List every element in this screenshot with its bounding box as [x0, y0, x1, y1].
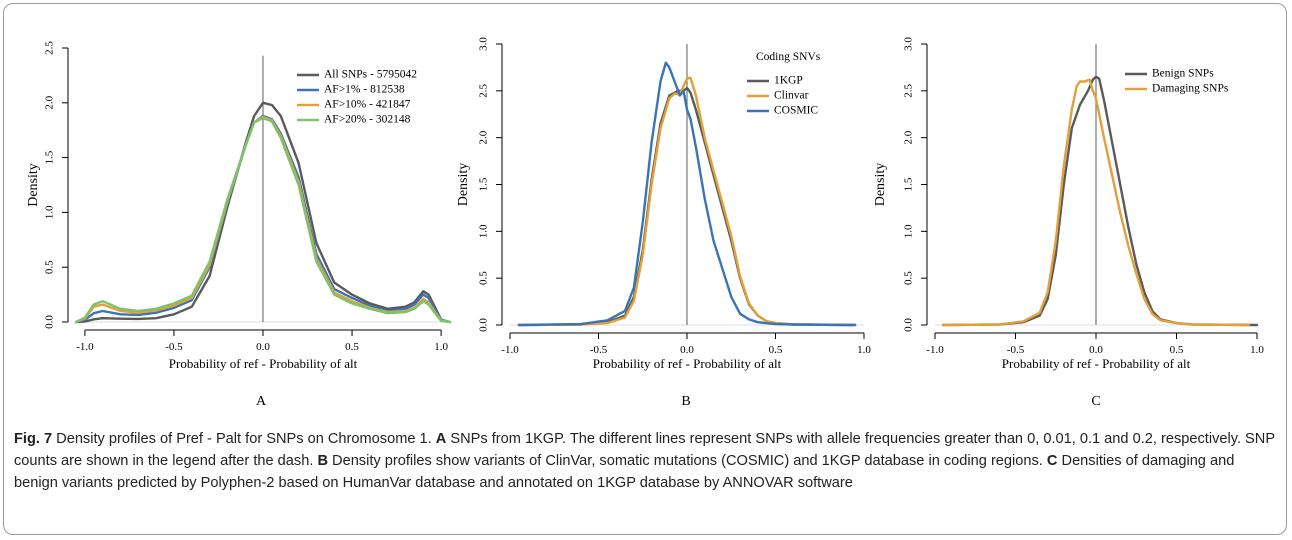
legend-label: All SNPs - 5795042	[324, 69, 417, 81]
chart-panel-c: 0.0 0.5 1.0 1.5 2.0 2.5 3.0 Density -1.0 -0.5 0.0 0…	[873, 37, 1264, 409]
x-axis-label: Probability of ref - Probability of alt	[169, 356, 358, 371]
x-tick-label: 0.0	[256, 341, 270, 353]
x-tick-label: -1.0	[501, 344, 519, 356]
density-line-cosmic	[517, 61, 857, 327]
y-tick-label: 0.0	[478, 318, 490, 332]
x-axis-label: Probability of ref - Probability of alt	[593, 356, 782, 371]
y-tick-label: 3.0	[478, 37, 490, 51]
x-tick-label: -1.0	[76, 341, 94, 353]
y-tick-label: 1.0	[44, 205, 56, 219]
chart-panel-a: 0.0 0.5 1.0 1.5 2.0 2.5 Density -1.0 -0.5 0.0 0.5 1…	[26, 41, 452, 409]
x-tick-label: 1.0	[1250, 344, 1264, 356]
y-tick-label: 1.0	[478, 224, 490, 238]
y-axis-label: Density	[456, 163, 471, 207]
chart-panel-b: 0.0 0.5 1.0 1.5 2.0 2.5 3.0 Density -1.0 -0.5 0.0 0…	[456, 37, 871, 409]
y-tick-label: 3.0	[903, 37, 915, 51]
y-axis-label: Density	[26, 163, 41, 207]
legend-label: AF>20% - 302148	[324, 114, 411, 126]
figure-frame	[3, 3, 1287, 535]
legend-label: Clinvar	[774, 90, 809, 102]
legend: Benign SNPs Damaging SNPs	[1125, 68, 1229, 95]
y-axis-label: Density	[873, 163, 888, 207]
y-tick-label: 1.5	[478, 177, 490, 191]
panel-letter: B	[681, 394, 690, 409]
x-tick-label: -0.5	[1007, 344, 1025, 356]
legend-label: Damaging SNPs	[1152, 83, 1229, 95]
y-tick-label: 0.0	[44, 315, 56, 329]
x-tick-label: -0.5	[165, 341, 183, 353]
x-tick-label: 1.0	[434, 341, 448, 353]
x-tick-label: 0.5	[1170, 344, 1184, 356]
y-tick-label: 2.0	[44, 95, 56, 109]
legend: Coding SNVs 1KGP Clinvar COSMIC	[747, 51, 821, 117]
density-line-all-snps-5795042	[74, 101, 452, 324]
x-tick-label: -0.5	[590, 344, 608, 356]
x-tick-label: 0.5	[769, 344, 783, 356]
panel-letter: C	[1091, 394, 1100, 409]
panel-letter: A	[256, 394, 267, 409]
caption-text: Densities of damaging and benign variant…	[14, 453, 1235, 491]
y-tick-label: 2.5	[44, 41, 56, 55]
density-line-af-20-302148	[74, 116, 452, 324]
density-line-clinvar	[517, 76, 857, 327]
legend-title: Coding SNVs	[756, 51, 821, 63]
x-tick-label: 0.0	[680, 344, 694, 356]
y-tick-label: 1.5	[903, 177, 915, 191]
legend-label: AF>1% - 812538	[324, 84, 405, 96]
legend-label: Benign SNPs	[1152, 68, 1214, 80]
y-tick-label: 2.0	[478, 130, 490, 144]
legend-label: COSMIC	[774, 105, 818, 117]
caption-panel-ref: C	[1046, 453, 1058, 469]
y-tick-label: 1.0	[903, 224, 915, 238]
x-tick-label: -1.0	[926, 344, 944, 356]
x-axis-label: Probability of ref - Probability of alt	[1002, 356, 1191, 371]
y-tick-label: 0.5	[478, 271, 490, 285]
caption-text: Density profiles show variants of ClinVa…	[327, 453, 1047, 469]
legend-label: AF>10% - 421847	[324, 99, 411, 111]
caption-text: Density profiles of Pref - Palt for SNPs…	[52, 431, 436, 447]
y-tick-label: 1.5	[44, 150, 56, 164]
x-tick-label: 1.0	[857, 344, 871, 356]
caption-body: Density profiles of Pref - Palt for SNPs…	[14, 431, 1275, 491]
y-tick-label: 2.0	[903, 130, 915, 144]
figure-caption: Fig. 7 Density profiles of Pref - Palt f…	[14, 428, 1276, 494]
y-tick-label: 0.5	[44, 260, 56, 274]
y-tick-label: 2.5	[903, 83, 915, 97]
y-tick-label: 2.5	[478, 83, 490, 97]
caption-text: SNPs from 1KGP. The different lines repr…	[14, 431, 1275, 469]
x-tick-label: 0.5	[345, 341, 359, 353]
y-tick-label: 0.5	[903, 271, 915, 285]
density-line-damaging-snps	[941, 78, 1251, 327]
legend: All SNPs - 5795042 AF>1% - 812538 AF>10% -…	[297, 69, 417, 126]
y-tick-label: 0.0	[903, 318, 915, 332]
caption-panel-ref: B	[317, 453, 328, 469]
density-line-benign-snps	[941, 75, 1259, 327]
figure-panels: 0.0 0.5 1.0 1.5 2.0 2.5 Density -1.0 -0.5 0.0 0.5 1…	[26, 37, 1264, 409]
x-tick-label: 0.0	[1089, 344, 1103, 356]
legend-label: 1KGP	[774, 75, 803, 87]
caption-panel-ref: A	[435, 431, 447, 447]
caption-label: Fig. 7	[14, 431, 53, 447]
